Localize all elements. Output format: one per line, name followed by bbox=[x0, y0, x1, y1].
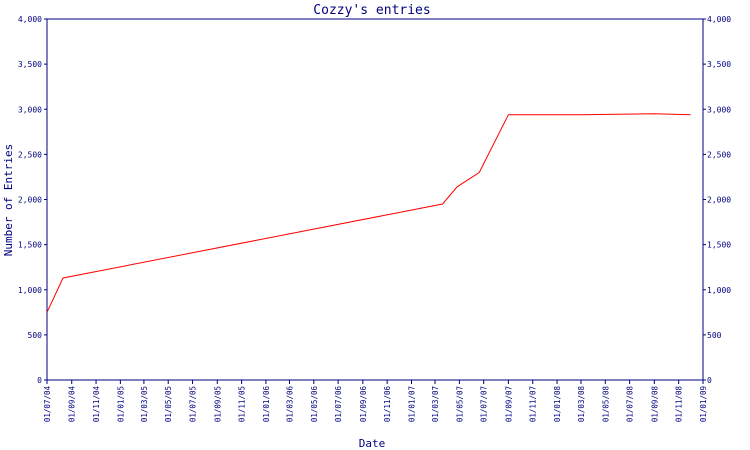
x-tick-label: 01/07/07 bbox=[480, 386, 489, 422]
x-tick-label: 01/07/04 bbox=[43, 386, 52, 423]
y-tick-label-right: 1,500 bbox=[707, 241, 731, 250]
x-tick-label: 01/09/05 bbox=[213, 386, 222, 422]
x-tick-label: 01/07/08 bbox=[626, 386, 635, 423]
x-tick-label: 01/05/06 bbox=[310, 386, 319, 423]
y-tick-label-right: 1,000 bbox=[707, 286, 731, 295]
x-tick-label: 01/01/06 bbox=[262, 386, 271, 423]
right-y-axis: 0 500 1,000 1,500 2,000 2,500 3,000 3,500 4,000 bbox=[703, 15, 731, 385]
x-tick-label: 01/11/07 bbox=[529, 386, 538, 422]
y-tick-label: 1,500 bbox=[18, 241, 42, 250]
y-tick-label-right: 2,500 bbox=[707, 150, 731, 159]
y-tick-label: 3,500 bbox=[18, 60, 42, 69]
y-tick-label: 3,000 bbox=[18, 105, 42, 114]
chart-title: Cozzy's entries bbox=[313, 3, 430, 18]
plot-frame bbox=[46, 18, 704, 381]
y-tick-label-right: 4,000 bbox=[707, 15, 731, 24]
x-tick-label: 01/01/05 bbox=[116, 386, 125, 422]
x-tick-label: 01/09/06 bbox=[359, 386, 368, 423]
x-tick-label: 01/11/04 bbox=[92, 386, 101, 423]
x-tick-label: 01/03/07 bbox=[431, 386, 440, 422]
x-tick-label: 01/07/05 bbox=[189, 386, 198, 422]
x-tick-label: 01/09/07 bbox=[504, 386, 513, 422]
y-tick-label: 2,000 bbox=[18, 196, 42, 205]
y-tick-label-right: 0 bbox=[707, 376, 712, 385]
left-y-axis: 0 500 1,000 1,500 2,000 2,500 3,000 3,500 4,000 bbox=[18, 15, 47, 385]
x-tick-label: 01/11/05 bbox=[238, 386, 247, 422]
x-tick-label: 01/03/08 bbox=[577, 386, 586, 423]
y-tick-label-right: 2,000 bbox=[707, 196, 731, 205]
x-tick-label: 01/03/06 bbox=[285, 386, 294, 423]
x-tick-label: 01/01/07 bbox=[407, 386, 416, 422]
x-tick-label: 01/05/08 bbox=[601, 386, 610, 423]
y-tick-label-right: 3,500 bbox=[707, 60, 731, 69]
series-line bbox=[46, 113, 691, 313]
y-tick-label-right: 3,000 bbox=[707, 105, 731, 114]
x-tick-label: 01/11/06 bbox=[383, 386, 392, 423]
x-tick-label: 01/01/09 bbox=[699, 386, 708, 422]
x-tick-label: 01/09/08 bbox=[650, 386, 659, 423]
y-tick-label: 500 bbox=[28, 331, 43, 340]
x-tick-label: 01/05/07 bbox=[455, 386, 464, 422]
y-tick-label-right: 500 bbox=[707, 331, 722, 340]
x-tick-label: 01/01/08 bbox=[553, 386, 562, 423]
x-tick-label: 01/07/06 bbox=[334, 386, 343, 423]
x-axis-label: Date bbox=[359, 437, 386, 450]
x-axis: 01/07/04 01/09/04 01/11/04 01/01/05 01/03/05… bbox=[43, 380, 708, 422]
y-tick-label: 1,000 bbox=[18, 286, 42, 295]
y-axis-label: Number of Entries bbox=[2, 144, 15, 257]
y-tick-label: 4,000 bbox=[18, 15, 42, 24]
y-tick-label: 2,500 bbox=[18, 150, 42, 159]
y-tick-label: 0 bbox=[37, 376, 42, 385]
x-tick-label: 01/11/08 bbox=[675, 386, 684, 423]
x-tick-label: 01/03/05 bbox=[140, 386, 149, 422]
x-tick-label: 01/05/05 bbox=[164, 386, 173, 422]
x-tick-label: 01/09/04 bbox=[68, 386, 77, 423]
